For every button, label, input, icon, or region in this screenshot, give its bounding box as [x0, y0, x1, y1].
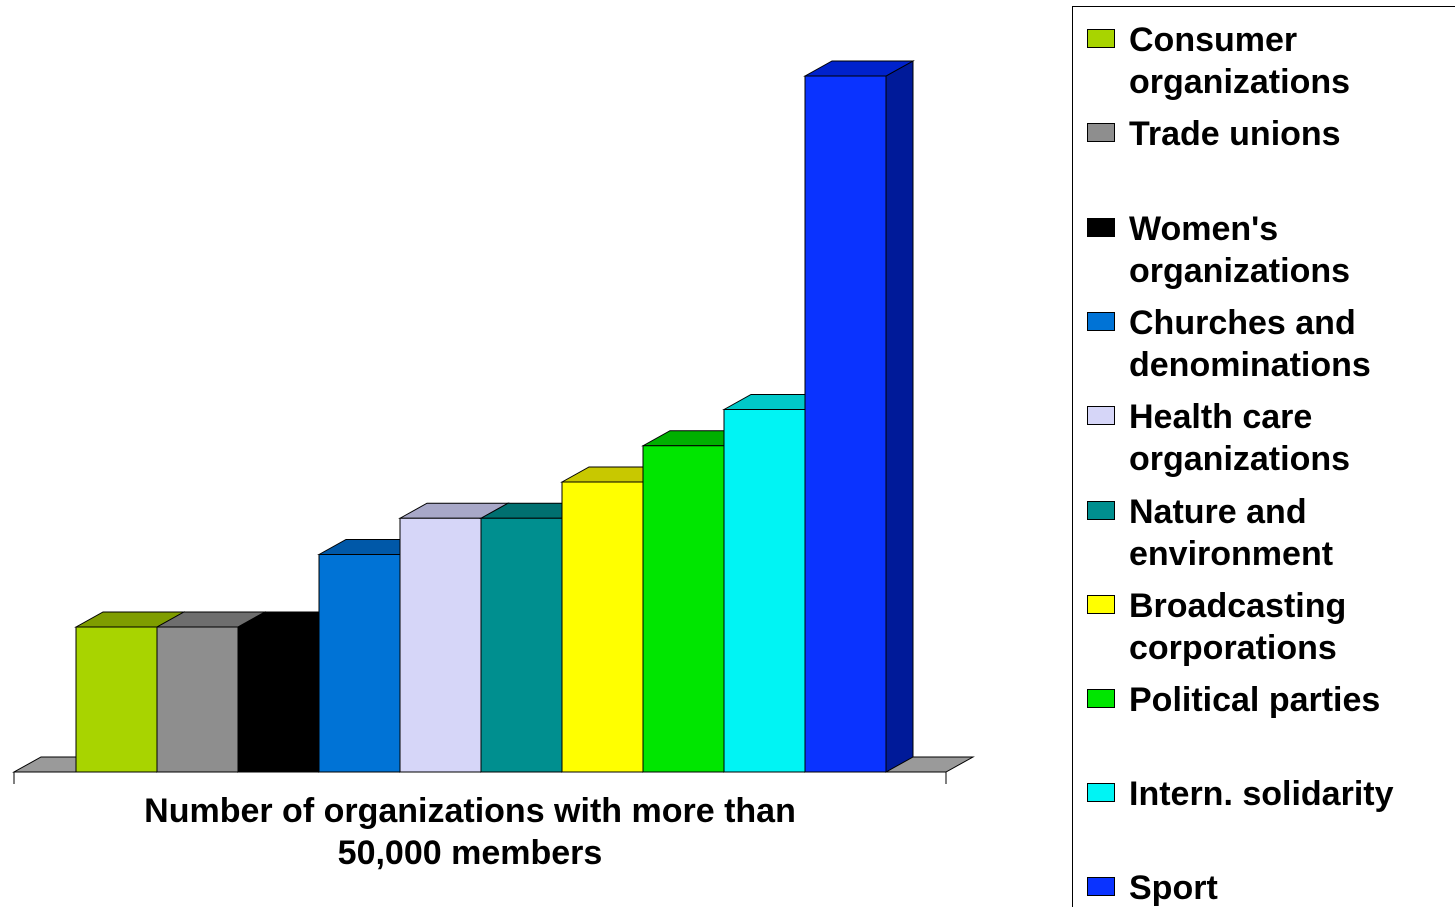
legend-label: Trade unions [1129, 115, 1341, 153]
legend-swatch [1087, 877, 1115, 896]
legend-swatch [1087, 783, 1115, 802]
legend-swatch [1087, 406, 1115, 425]
bar [399, 517, 482, 773]
legend-item-nature: Nature and environment [1087, 491, 1455, 575]
legend-item-health-care: Health care organizations [1087, 396, 1455, 480]
legend-label: Churches and denominations [1129, 304, 1371, 384]
x-axis-label: Number of organizations with more than 5… [144, 792, 796, 872]
legend-item-broadcasting: Broadcasting corporations [1087, 585, 1455, 669]
legend: Consumer organizations Trade unions Wome… [1072, 6, 1455, 907]
legend-item-womens: Women's organizations [1087, 208, 1455, 292]
bar [237, 626, 320, 773]
bar [723, 409, 806, 773]
legend-label: Sport [1129, 869, 1218, 907]
legend-swatch [1087, 689, 1115, 708]
bar [804, 75, 887, 773]
legend-item-political: Political parties [1087, 679, 1455, 721]
legend-label: Health care organizations [1129, 398, 1351, 478]
legend-swatch [1087, 29, 1115, 48]
legend-label: Broadcasting corporations [1129, 587, 1347, 667]
bar [561, 481, 644, 773]
legend-swatch [1087, 123, 1115, 142]
legend-swatch [1087, 312, 1115, 331]
legend-label: Nature and environment [1129, 493, 1334, 573]
legend-swatch [1087, 501, 1115, 520]
bar [480, 517, 563, 773]
bar [75, 626, 158, 773]
legend-swatch [1087, 595, 1115, 614]
legend-label: Political parties [1129, 681, 1381, 719]
bar [318, 554, 401, 773]
legend-label: Women's organizations [1129, 210, 1351, 290]
legend-item-sport: Sport [1087, 867, 1455, 909]
bar-chart [12, 60, 975, 784]
legend-item-churches: Churches and denominations [1087, 302, 1455, 386]
legend-item-solidarity: Intern. solidarity [1087, 773, 1455, 815]
legend-item-trade-unions: Trade unions [1087, 113, 1455, 155]
legend-item-consumer: Consumer organizations [1087, 19, 1455, 103]
legend-label: Consumer organizations [1129, 21, 1351, 101]
bar [642, 445, 725, 773]
bar-side [885, 60, 914, 773]
legend-label: Intern. solidarity [1129, 775, 1394, 813]
bar [156, 626, 239, 773]
legend-swatch [1087, 218, 1115, 237]
